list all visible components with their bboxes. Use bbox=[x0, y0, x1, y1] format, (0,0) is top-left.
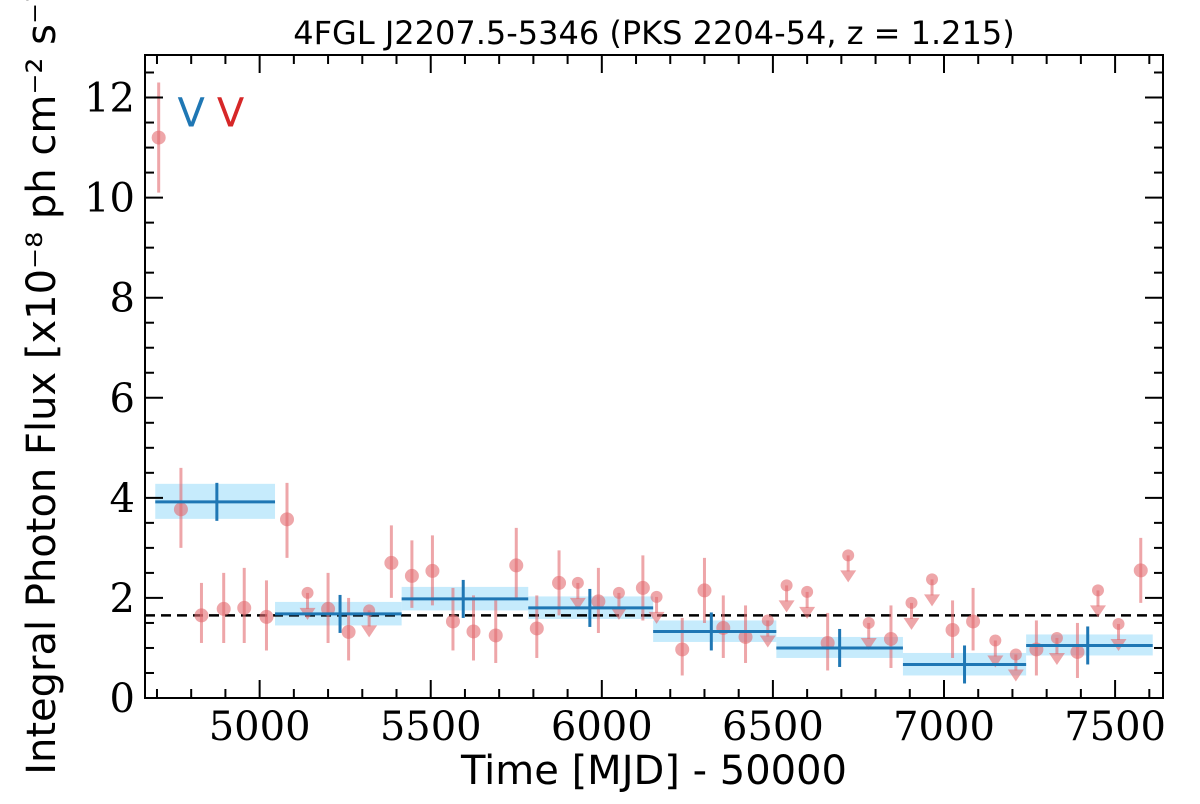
flux-point bbox=[738, 629, 753, 644]
flux-point bbox=[488, 628, 503, 643]
flux-point bbox=[945, 622, 960, 637]
upper-limit-arrow bbox=[778, 600, 795, 613]
flux-point bbox=[151, 130, 166, 145]
flux-point bbox=[173, 502, 188, 517]
upper-limit-arrow bbox=[361, 625, 378, 638]
flux-point bbox=[883, 631, 898, 646]
flux-point bbox=[384, 555, 399, 570]
y-tick-label: 2 bbox=[110, 576, 135, 622]
flux-point bbox=[341, 624, 356, 639]
flux-point bbox=[820, 635, 835, 650]
x-tick-label: 7500 bbox=[1064, 704, 1166, 750]
flux-point bbox=[237, 600, 252, 615]
flux-point bbox=[445, 614, 460, 629]
x-axis-title: Time [MJD] - 50000 bbox=[460, 748, 847, 794]
upper-limit-arrow bbox=[799, 606, 816, 619]
upper-limit-arrow bbox=[759, 635, 776, 648]
x-tick-label: 5500 bbox=[380, 704, 482, 750]
flux-point bbox=[966, 614, 981, 629]
y-tick-label: 12 bbox=[84, 76, 135, 122]
flux-point bbox=[404, 568, 419, 583]
flux-point bbox=[466, 624, 481, 639]
x-tick-label: 6000 bbox=[551, 704, 653, 750]
upper-limit-arrow bbox=[924, 594, 941, 607]
upper-limit-arrow bbox=[903, 617, 920, 630]
flux-point bbox=[697, 583, 712, 598]
upper-limit-arrow bbox=[569, 597, 586, 610]
upper-limit-arrow bbox=[610, 607, 627, 620]
upper-limit-arrow bbox=[1007, 669, 1024, 682]
flux-point bbox=[194, 608, 209, 623]
flux-point bbox=[552, 575, 567, 590]
flux-point bbox=[425, 563, 440, 578]
upper-limit-arrow bbox=[1048, 652, 1065, 665]
event-marker-v: V bbox=[178, 91, 206, 137]
flux-point bbox=[1133, 563, 1148, 578]
flux-point bbox=[529, 621, 544, 636]
upper-limit-arrow bbox=[1089, 605, 1106, 618]
y-tick-label: 6 bbox=[110, 376, 135, 422]
flux-point bbox=[216, 601, 231, 616]
upper-limit-arrow bbox=[648, 611, 665, 624]
y-tick-label: 8 bbox=[110, 276, 135, 322]
flux-point bbox=[675, 642, 690, 657]
flux-point bbox=[1070, 644, 1085, 659]
upper-limit-arrow bbox=[860, 637, 877, 650]
event-marker-v: V bbox=[217, 91, 245, 137]
chart-title: 4FGL J2207.5-5346 (PKS 2204-54, z = 1.21… bbox=[293, 14, 1014, 52]
y-tick-label: 4 bbox=[110, 476, 135, 522]
upper-limit-arrow bbox=[987, 655, 1004, 668]
flux-point bbox=[509, 558, 524, 573]
y-axis-title: Integral Photon Flux [x10⁻⁸ ph cm⁻² s⁻¹] bbox=[19, 0, 65, 775]
x-tick-label: 7000 bbox=[893, 704, 995, 750]
upper-limit-arrow bbox=[840, 570, 857, 583]
plot-frame bbox=[144, 54, 1164, 699]
flux-point bbox=[259, 609, 274, 624]
flux-point bbox=[635, 580, 650, 595]
x-tick-label: 6500 bbox=[722, 704, 824, 750]
y-tick-label: 0 bbox=[110, 676, 135, 722]
plot-area: 5000 5500 6000 6500 7000 7500 0 2 4 6 8 10 12 V V bbox=[84, 54, 1166, 750]
x-tick-label: 5000 bbox=[209, 704, 311, 750]
flux-point bbox=[280, 512, 295, 527]
flux-point bbox=[321, 601, 336, 616]
y-tick-label: 10 bbox=[84, 176, 135, 222]
flux-point bbox=[591, 594, 606, 609]
